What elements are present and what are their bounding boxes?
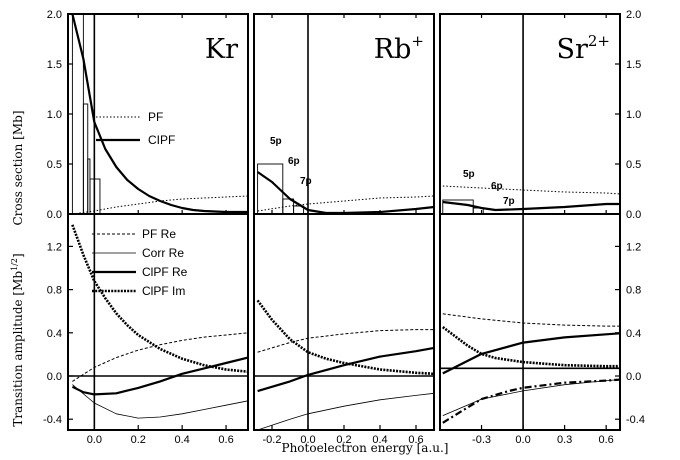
- y-axis-label-main: Transition amplitude [Mb: [11, 271, 25, 427]
- y-axis-label-close: ]: [11, 253, 25, 258]
- series-clpf-im: [256, 299, 435, 376]
- y-tick-label-right: 1.0: [626, 109, 641, 121]
- y-tick-label-right: 0.8: [626, 285, 641, 297]
- panel-frame: [253, 213, 435, 431]
- series-corr-re: [442, 379, 621, 416]
- ion-charge: 2+: [588, 32, 610, 50]
- panel-3-bottom: [439, 213, 621, 431]
- ion-label: Rb+: [374, 32, 424, 65]
- x-tick-label: 0.0: [300, 434, 315, 446]
- level-label: 7p: [503, 196, 515, 207]
- panel-frame: [439, 213, 621, 431]
- y-tick-label-left: -0.4: [43, 414, 62, 426]
- y-tick-label-left: 0.0: [47, 371, 62, 383]
- y-tick-label-right: 1.5: [626, 59, 641, 71]
- y-axis-label-sup: 1/2: [10, 258, 19, 271]
- series-extra: [442, 378, 621, 424]
- legend-label: ClPF Im: [142, 284, 185, 298]
- level-label: 5p: [270, 136, 282, 147]
- level-label: 6p: [288, 156, 300, 167]
- y-tick-label-left: 0.5: [47, 159, 62, 171]
- y-tick-label-right: 2.0: [626, 9, 641, 21]
- series-clpf-re: [257, 346, 435, 393]
- legend-label: PF: [148, 110, 163, 124]
- x-tick-label: 0.4: [174, 434, 189, 446]
- series-clpf-im: [71, 224, 249, 373]
- x-tick-label: 0.0: [515, 434, 530, 446]
- y-tick-label-left: 2.0: [47, 9, 62, 21]
- x-tick-label: 0.6: [408, 434, 423, 446]
- x-tick-label: 0.3: [557, 434, 572, 446]
- ion-symbol: Rb: [374, 34, 412, 65]
- y-tick-label-right: 0.0: [626, 371, 641, 383]
- series-pf-re: [257, 329, 434, 353]
- series-cipf: [71, 13, 248, 214]
- y-tick-label-left: 0.8: [47, 285, 62, 297]
- resonance-step: [82, 103, 89, 215]
- x-tick-label: 0.2: [336, 434, 351, 446]
- x-tick-label: -0.2: [263, 434, 282, 446]
- x-tick-label: 0.4: [372, 434, 387, 446]
- y-tick-label-right: -0.4: [626, 414, 645, 426]
- y-tick-label-right: 1.2: [626, 241, 641, 253]
- legend-label: ClPF Re: [142, 265, 188, 279]
- plot-area: 0.0 0.2 0.4 0.6 Kr PF CIPF PF Re Corr Re ClPF Re C…: [43, 9, 645, 446]
- x-tick-label: 0.6: [599, 434, 614, 446]
- ion-charge: +: [411, 32, 424, 50]
- y-axis-label-transition-amplitude: Transition amplitude [Mb1/2]: [10, 253, 25, 426]
- y-tick-label-right: 0.5: [626, 159, 641, 171]
- series-pf: [442, 185, 621, 195]
- y-tick-label-right: 0.0: [626, 209, 641, 221]
- ion-label: Kr: [205, 34, 238, 65]
- series-cipf: [256, 171, 435, 215]
- series-pf-re: [442, 313, 620, 327]
- panel-1: 0.0 0.2 0.4 0.6 Kr PF CIPF PF Re Corr Re ClPF Re C…: [67, 13, 249, 446]
- panel-1-bottom: [67, 213, 249, 431]
- x-tick-label: 0.2: [131, 434, 146, 446]
- y-tick-label-left: 1.2: [47, 241, 62, 253]
- legend-label: PF Re: [142, 227, 176, 241]
- y-tick-label-left: 1.0: [47, 109, 62, 121]
- ion-symbol: Sr: [556, 34, 587, 65]
- level-label: 5p: [463, 169, 475, 180]
- series-corr-re: [72, 384, 249, 419]
- ion-symbol: Kr: [205, 34, 238, 65]
- y-axis-label-cross-section: Cross section [Mb]: [11, 110, 25, 225]
- y-tick-label-right: 0.4: [626, 328, 641, 340]
- ion-label: Sr2+: [556, 32, 610, 65]
- x-tick-label: -0.3: [472, 434, 491, 446]
- panel-frame: [67, 213, 249, 431]
- y-tick-label-left: 1.5: [47, 59, 62, 71]
- x-axis-label: Photoelectron energy [a.u.]: [282, 441, 449, 455]
- legend-label: CIPF: [148, 133, 175, 147]
- series-corr-re: [257, 392, 435, 431]
- series-pf-re: [72, 332, 249, 382]
- level-label: 7p: [300, 176, 312, 187]
- series-clpf-re: [442, 332, 621, 375]
- y-tick-label-left: 0.0: [47, 209, 62, 221]
- x-tick-label: 0.6: [218, 434, 233, 446]
- series-clpf-re: [71, 356, 249, 396]
- legend-label: Corr Re: [142, 246, 184, 260]
- panel-2-bottom: [253, 213, 435, 431]
- series-pf: [257, 195, 435, 212]
- series-clpf-im: [442, 326, 620, 368]
- level-label: 6p: [491, 181, 503, 192]
- series-cipf: [442, 200, 620, 212]
- y-tick-label-left: 0.4: [47, 328, 62, 340]
- x-tick-label: 0.0: [87, 434, 102, 446]
- resonance-step: [71, 13, 84, 215]
